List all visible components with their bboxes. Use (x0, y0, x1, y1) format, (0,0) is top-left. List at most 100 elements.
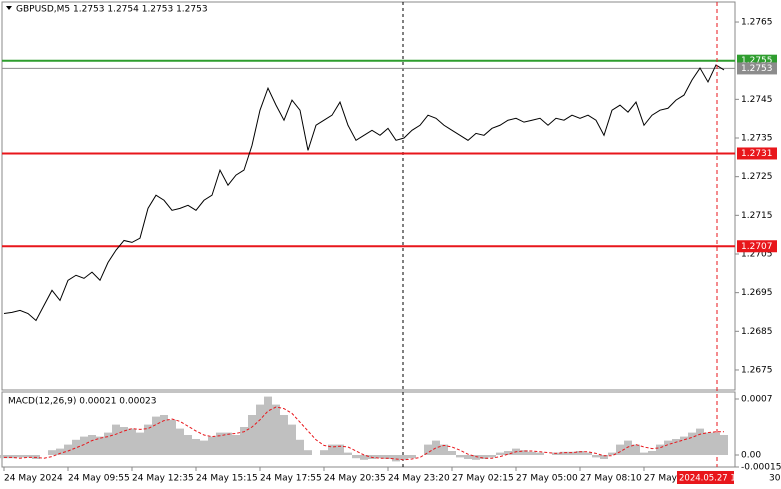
y-tick-label: 1.2765 (741, 18, 773, 28)
macd-bar (232, 435, 240, 455)
macd-bar (560, 451, 568, 455)
macd-bar (584, 452, 592, 455)
x-tick-label: 24 May 15:15 (196, 474, 258, 484)
level-label-box (737, 240, 777, 253)
macd-bar (384, 455, 392, 459)
x-tick-label: 27 May 05:00 (516, 474, 578, 484)
y-tick-label: 1.2715 (741, 211, 773, 221)
macd-bar (136, 432, 144, 455)
macd-bar (688, 432, 696, 455)
macd-bar (536, 452, 544, 455)
macd-bar (264, 396, 272, 455)
macd-bar (464, 455, 472, 459)
cursor-label-box (677, 471, 734, 484)
macd-bar (48, 450, 56, 455)
macd-bar (56, 448, 64, 455)
macd-bar (96, 436, 104, 455)
x-axis-end-label: 30 (769, 474, 781, 484)
y-tick-label: 0.00 (741, 451, 761, 461)
macd-bar (632, 444, 640, 455)
macd-bar (168, 419, 176, 455)
level-label: 1.2755 (741, 56, 773, 66)
y-tick-label: 1.2685 (741, 327, 773, 337)
macd-bar (432, 440, 440, 455)
macd-bar (656, 444, 664, 455)
macd-bar (376, 455, 384, 459)
y-tick-label: 1.2745 (741, 95, 773, 105)
macd-bar (680, 436, 688, 455)
macd-bar (480, 455, 488, 459)
macd-bar (448, 451, 456, 455)
macd-bar (720, 435, 728, 455)
x-tick-label: 24 May 2024 (4, 474, 63, 484)
macd-bar (320, 450, 328, 455)
macd-bar (440, 444, 448, 455)
macd-bar (696, 428, 704, 455)
macd-bar (256, 404, 264, 455)
macd-bar (624, 440, 632, 455)
y-tick-label: 1.2725 (741, 172, 773, 182)
macd-bar (704, 432, 712, 455)
macd-bar (64, 444, 72, 455)
x-tick-label: 27 May (644, 474, 678, 484)
macd-bar (288, 424, 296, 455)
macd-bar (528, 451, 536, 455)
x-tick-label: 24 May 09:55 (68, 474, 130, 484)
macd-bar (88, 435, 96, 455)
macd-bar (392, 455, 400, 462)
macd-bar (336, 444, 344, 455)
macd-bar (472, 455, 480, 460)
macd-bar (184, 435, 192, 455)
cursor-label: 2024.05.27 13:55 (679, 474, 755, 484)
macd-bar (152, 416, 160, 455)
macd-bar (120, 427, 128, 455)
macd-bar (72, 439, 80, 455)
macd-bar (112, 424, 120, 455)
macd-bar (496, 452, 504, 455)
level-label: 1.2731 (741, 149, 773, 159)
macd-bar (352, 455, 360, 459)
price-panel (1, 1, 736, 391)
macd-bar (176, 428, 184, 455)
macd-bar (328, 444, 336, 455)
macd-bar (128, 428, 136, 455)
macd-title: MACD(12,26,9) 0.00021 0.00023 (8, 397, 157, 407)
y-tick-label: 1.2675 (741, 365, 773, 375)
macd-bar (304, 450, 312, 455)
level-label: 1.2707 (741, 242, 773, 252)
macd-bar (600, 455, 608, 459)
y-tick-label: 0.0007 (741, 395, 773, 405)
macd-bar (240, 427, 248, 455)
chart-title: GBPUSD,M5 1.2753 1.2754 1.2753 1.2753 (16, 5, 208, 15)
y-tick-label: 1.2735 (741, 134, 773, 144)
macd-bar (200, 440, 208, 455)
macd-bar (672, 439, 680, 455)
macd-bar (488, 455, 496, 458)
y-tick-label: 1.2695 (741, 288, 773, 298)
macd-bar (664, 440, 672, 455)
x-tick-label: 27 May 02:15 (452, 474, 514, 484)
macd-bar (24, 455, 32, 458)
x-tick-label: 24 May 12:35 (132, 474, 194, 484)
macd-bar (296, 439, 304, 455)
macd-bar (160, 415, 168, 455)
macd-bar (216, 432, 224, 455)
macd-bar (616, 444, 624, 455)
macd-bar (648, 451, 656, 455)
macd-bar (80, 436, 88, 455)
level-label-box (737, 62, 777, 75)
macd-bar (192, 439, 200, 455)
macd-bar (248, 415, 256, 455)
macd-bar (272, 404, 280, 455)
signal-line (4, 406, 724, 461)
macd-bar (504, 451, 512, 455)
macd-bar (424, 444, 432, 455)
y-tick-label: -0.00015 (741, 463, 781, 473)
x-tick-label: 24 May 20:35 (324, 474, 386, 484)
x-tick-label: 27 May 08:10 (580, 474, 642, 484)
macd-bar (280, 415, 288, 455)
level-label-box (737, 147, 777, 160)
macd-bar (208, 436, 216, 455)
